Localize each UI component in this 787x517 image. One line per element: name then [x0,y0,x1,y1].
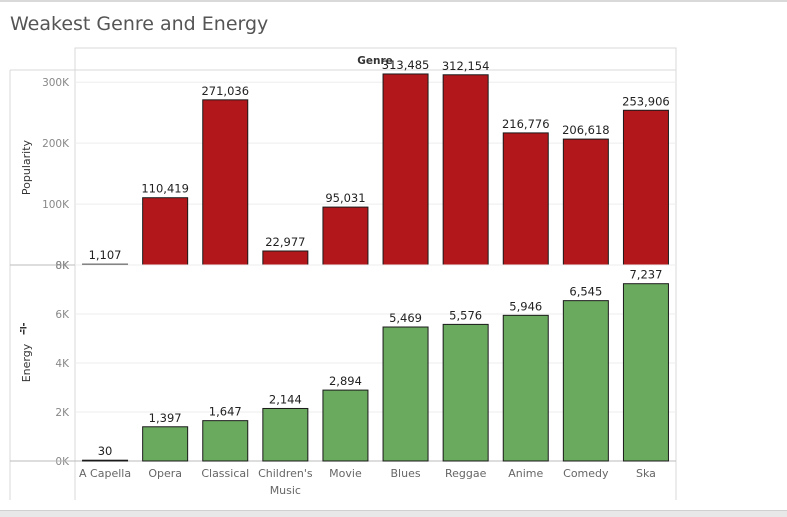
category-label: A Capella [79,467,131,480]
y-tick-label: 100K [42,199,70,211]
panel-energy: 0K 2K 4K 6K 8K Energy 30 1,397 1,647 2,144 2,894 5,… [10,260,676,468]
bar-popularity[interactable] [322,206,369,266]
bar-popularity[interactable] [622,109,669,266]
value-label: 1,107 [89,248,122,262]
bottom-rule [0,510,787,517]
y-tick-label: 0K [55,260,70,272]
axis-title-energy: Energy [20,343,33,382]
bar-popularity[interactable] [202,99,249,266]
category-label: Reggae [445,467,487,480]
value-label: 6,545 [569,285,602,299]
y-tick-label: 8K [55,260,70,272]
y-tick-label: 4K [55,358,70,370]
bar-chart-icon [20,323,27,335]
bar-popularity[interactable] [382,73,429,266]
value-label: 95,031 [325,191,365,205]
y-tick-label: 300K [42,77,70,89]
bar-popularity[interactable] [502,132,549,266]
value-label: 5,576 [449,308,482,322]
category-label: Blues [391,467,421,480]
bar-energy[interactable] [142,426,189,462]
chart-title: Weakest Genre and Energy [10,13,269,35]
bar-energy[interactable] [382,326,429,462]
value-label: 2,144 [269,392,302,406]
category-label: Children's Music [258,467,313,497]
y-tick-label: 2K [55,407,70,419]
value-label: 313,485 [382,58,430,72]
bar-energy[interactable] [502,314,549,462]
y-tick-label: 6K [55,309,70,321]
bar-energy[interactable] [622,283,669,462]
value-label: 216,776 [502,117,550,131]
bar-energy[interactable] [562,300,609,462]
category-label: Opera [148,467,182,480]
value-label: 22,977 [265,235,305,249]
value-label: 2,894 [329,374,362,388]
bar-energy[interactable] [82,459,129,462]
value-label: 7,237 [629,268,662,282]
panel-popularity: 0K 100K 200K 300K Popularity 1,107 110,419 271,… [10,58,676,272]
bar-energy[interactable] [262,407,309,462]
genre-header: Genre [357,55,393,67]
value-label: 5,946 [509,299,542,313]
category-label: Classical [201,467,249,480]
bar-popularity[interactable] [262,250,309,266]
category-label: Ska [636,467,656,480]
chart-panels: 0K100K200K300KPopularity1,107110,419271,… [10,58,676,468]
category-label: Comedy [563,467,609,480]
value-label: 253,906 [622,94,670,108]
value-label: 312,154 [442,59,490,73]
value-label: 30 [98,444,113,458]
value-label: 1,397 [149,411,182,425]
value-label: 110,419 [141,182,189,196]
bar-energy[interactable] [202,420,249,462]
value-label: 271,036 [201,84,249,98]
bar-energy[interactable] [442,323,489,462]
bar-popularity[interactable] [562,138,609,266]
top-rule [0,0,787,2]
bar-popularity[interactable] [442,74,489,266]
value-label: 5,469 [389,311,422,325]
y-tick-label: 200K [42,138,70,150]
bar-popularity[interactable] [142,197,189,266]
category-axis: A Capella Opera Classical Children's Music Mo… [79,467,656,497]
value-label: 1,647 [209,405,242,419]
category-label: Movie [329,467,362,480]
category-label: Anime [508,467,543,480]
axis-title-popularity: Popularity [20,139,33,195]
bar-energy[interactable] [322,389,369,462]
y-tick-label: 0K [55,456,70,468]
value-label: 206,618 [562,123,610,137]
